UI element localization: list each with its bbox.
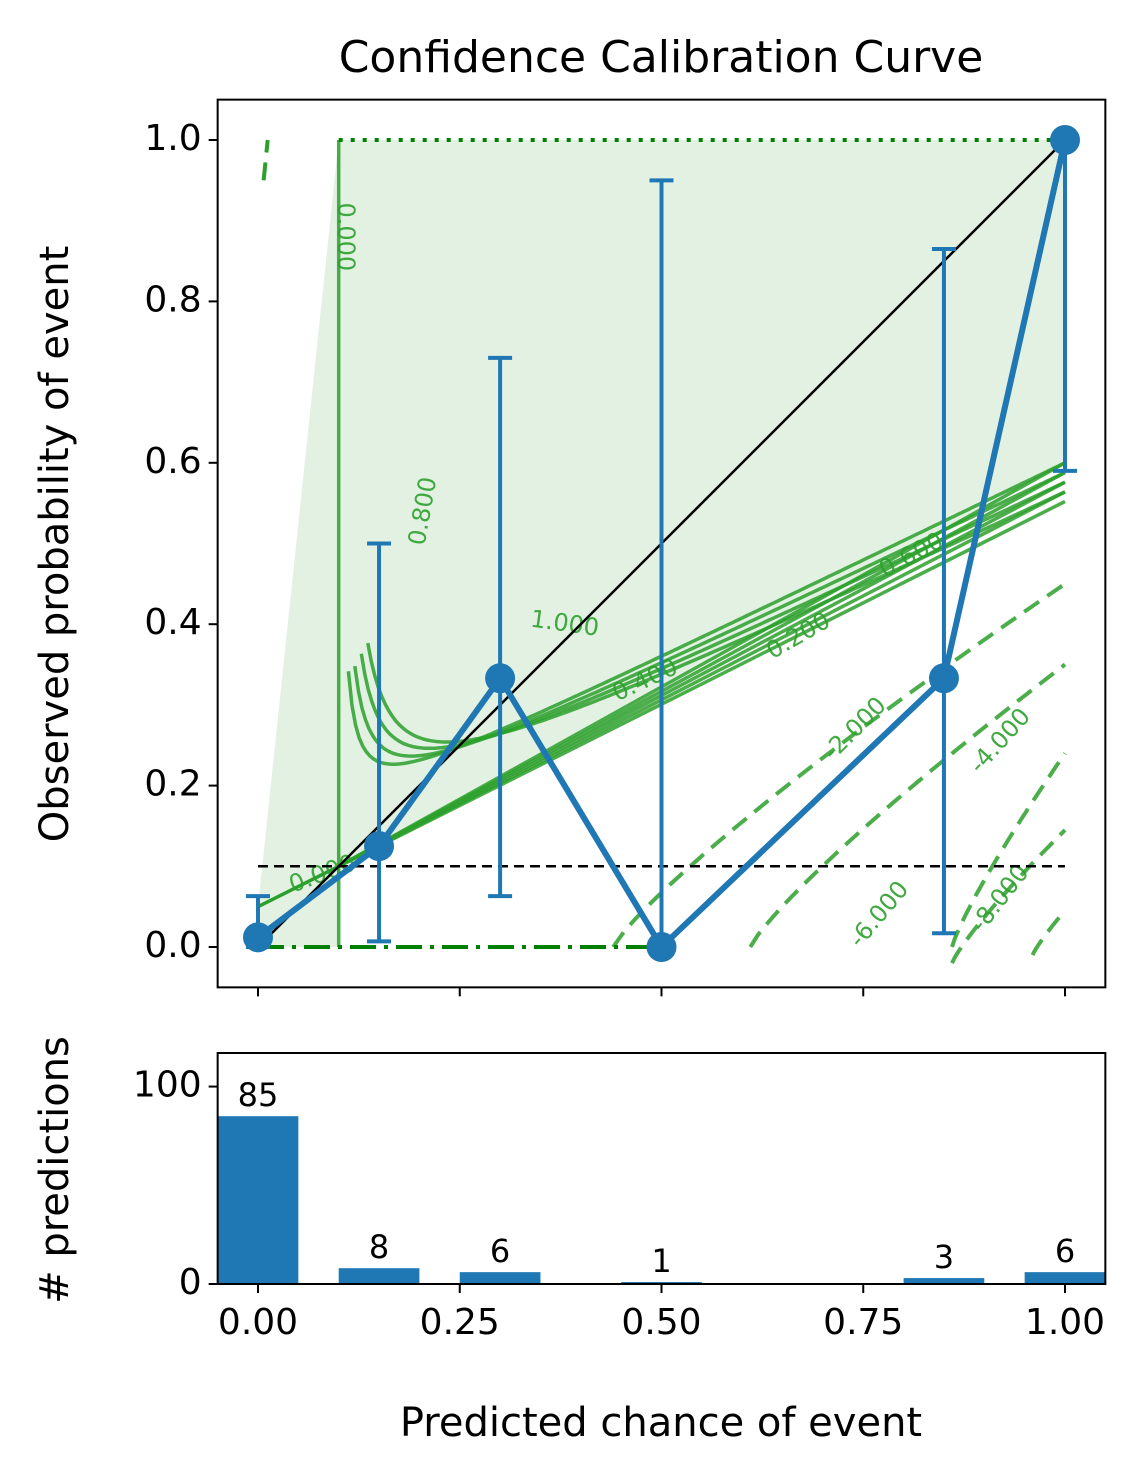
calibration-plot: 0.0000.8001.0000.4000.2000.6000.000-2.00… <box>144 98 1107 997</box>
bar-value-label: 8 <box>369 1228 389 1266</box>
y-tick-label: 100 <box>133 1065 202 1106</box>
contour-label: 0.000 <box>332 202 360 271</box>
histogram-bar <box>338 1268 420 1284</box>
calibration-line <box>256 139 1068 950</box>
y-axis-label: Observed probability of event <box>32 246 78 842</box>
y-tick-label: 1.0 <box>144 118 201 159</box>
calibration-point <box>364 831 395 862</box>
histogram-y-axis-label: # predictions <box>32 1036 78 1304</box>
calibration-point <box>1050 125 1080 155</box>
contour-line-negative <box>950 752 1067 948</box>
x-tick-label: 0.50 <box>621 1302 701 1343</box>
histogram-bar <box>459 1272 541 1284</box>
contour-line <box>257 864 340 909</box>
x-tick-label: 1.00 <box>1025 1302 1105 1343</box>
histogram-bar <box>1024 1272 1106 1284</box>
y-tick-label: 0 <box>179 1262 202 1303</box>
x-tick-label: 0.00 <box>218 1302 298 1343</box>
prediction-histogram: 85 8 6 1 3 6 0 100 0.00 0.25 0.50 0.75 1.00 <box>133 1052 1107 1343</box>
contour-line-negative <box>1030 909 1067 956</box>
contour-line <box>366 490 1066 744</box>
x-axis-label: Predicted chance of event <box>400 1400 922 1446</box>
contour-label: -2.000 <box>817 691 892 766</box>
calibration-point <box>646 932 677 962</box>
calibration-point <box>928 663 959 694</box>
chart-title: Confidence Calibration Curve <box>339 32 984 83</box>
contour-label: -8.000 <box>965 859 1035 937</box>
x-tick-label: 0.25 <box>420 1302 500 1343</box>
contour-line-negative <box>950 828 1067 964</box>
bar-value-label: 85 <box>238 1076 279 1114</box>
bar-value-label: 1 <box>651 1242 671 1280</box>
y-tick-label: 0.0 <box>144 925 201 966</box>
y-tick-label: 0.8 <box>144 279 201 320</box>
calibration-point <box>485 663 516 694</box>
y-tick-label: 0.2 <box>144 764 201 805</box>
bar-value-label: 6 <box>1055 1232 1075 1270</box>
y-tick-label: 0.6 <box>144 441 201 482</box>
y-tick-label: 0.4 <box>144 602 201 643</box>
calibration-point <box>243 922 273 953</box>
bar-value-label: 6 <box>490 1232 510 1270</box>
histogram-bar <box>217 1116 299 1284</box>
histogram-bar <box>903 1278 985 1284</box>
contour-label: -6.000 <box>843 875 914 952</box>
contour-line <box>261 139 270 181</box>
bar-value-label: 3 <box>934 1238 954 1276</box>
contour-line-negative <box>611 582 1067 949</box>
x-tick-label: 0.75 <box>823 1302 903 1343</box>
